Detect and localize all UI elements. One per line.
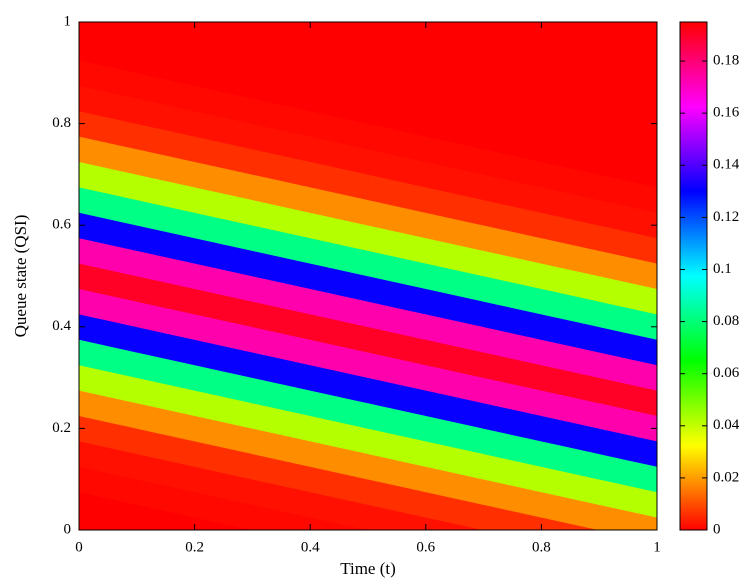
colorbar-tick-label: 0.04: [713, 417, 740, 433]
x-tick-label: 0.6: [416, 539, 435, 555]
colorbar-tick-label: 0.12: [713, 209, 739, 225]
colorbar-tick-label: 0.02: [713, 469, 739, 485]
y-tick-label: 0.2: [52, 420, 71, 436]
colorbar-tick-label: 0.18: [713, 53, 739, 69]
y-tick-label: 0.8: [52, 115, 71, 131]
y-tick-label: 1: [64, 13, 72, 29]
x-tick-label: 1: [653, 539, 661, 555]
colorbar-tick-label: 0.08: [713, 313, 739, 329]
x-axis-label: Time (t): [340, 559, 396, 578]
heatmap-cell: [367, 22, 484, 48]
heatmap-cell: [483, 22, 600, 48]
heatmap: [79, 22, 657, 530]
colorbar: [679, 21, 708, 531]
heatmap-cell: [79, 22, 138, 48]
x-tick-label: 0.4: [301, 539, 320, 555]
colorbar-tick-label: 0.16: [713, 105, 740, 121]
y-tick-label: 0.6: [52, 217, 71, 233]
x-tick-label: 0.2: [185, 539, 204, 555]
heatmap-cell: [136, 22, 253, 48]
y-tick-label: 0.4: [52, 318, 71, 334]
colorbar-tick-label: 0.1: [713, 261, 732, 277]
colorbar-tick-label: 0.14: [713, 157, 740, 173]
x-tick-label: 0: [75, 539, 83, 555]
x-tick-label: 0.8: [532, 539, 551, 555]
heatmap-cell: [252, 22, 369, 48]
heatmap-cell: [598, 22, 657, 36]
plot-frame: [78, 21, 658, 531]
colorbar-tick-label: 0.06: [713, 365, 740, 381]
y-axis-label: Queue state (QSI): [11, 215, 30, 338]
colorbar-tick-label: 0: [713, 521, 721, 537]
y-tick-label: 0: [64, 521, 72, 537]
